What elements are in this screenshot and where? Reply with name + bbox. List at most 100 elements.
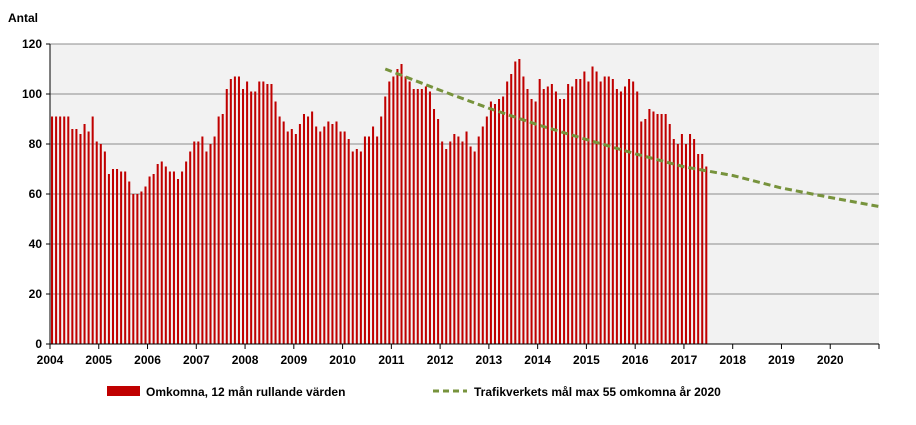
bar-148 — [652, 111, 655, 344]
bar-54 — [270, 84, 273, 344]
bar-1 — [55, 116, 58, 344]
bar-16 — [116, 169, 119, 344]
bar-155 — [680, 134, 683, 344]
x-tick-label-16: 2020 — [817, 353, 844, 367]
legend-bar-label: Omkomna, 12 mån rullande värden — [146, 385, 345, 399]
bar-145 — [640, 121, 643, 344]
x-tick-label-3: 2007 — [183, 353, 210, 367]
bar-48 — [246, 81, 249, 344]
x-tick-labels: 2004 2005 2006 2007 2008 2009 2010 2011 2012 2013… — [37, 344, 880, 367]
bar-130 — [579, 79, 582, 344]
bar-43 — [225, 89, 228, 344]
bar-156 — [684, 144, 687, 344]
bar-83 — [388, 81, 391, 344]
x-tick-label-9: 2013 — [476, 353, 503, 367]
bar-47 — [242, 89, 245, 344]
x-tick-label-14: 2018 — [719, 353, 746, 367]
bar-15 — [111, 169, 115, 344]
bar-106 — [481, 126, 484, 344]
bar-2 — [59, 116, 62, 344]
bar-141 — [624, 86, 627, 344]
bar-85 — [396, 69, 399, 344]
bar-79 — [372, 126, 375, 344]
bar-3 — [63, 116, 66, 344]
x-tick-label-4: 2008 — [232, 353, 259, 367]
bar-46 — [237, 76, 240, 344]
x-tick-label-15: 2019 — [768, 353, 795, 367]
bar-136 — [603, 76, 606, 344]
bar-129 — [575, 79, 578, 344]
bar-122 — [546, 86, 549, 344]
bar-102 — [465, 131, 468, 344]
bar-144 — [636, 91, 639, 344]
bar-133 — [591, 66, 594, 344]
bar-80 — [376, 136, 379, 344]
x-tick-label-8: 2012 — [427, 353, 454, 367]
bar-116 — [522, 76, 525, 344]
bar-39 — [209, 144, 212, 344]
bar-134 — [595, 71, 598, 344]
bar-52 — [262, 81, 265, 344]
bar-121 — [542, 89, 545, 344]
x-tick-label-7: 2011 — [378, 353, 404, 367]
bar-109 — [493, 104, 496, 344]
bar-92 — [424, 86, 427, 344]
bar-13 — [103, 151, 106, 344]
y-tick-label-5: 100 — [22, 87, 42, 101]
y-tick-label-0: 0 — [35, 337, 42, 351]
bar-25 — [152, 174, 155, 344]
y-tick-label-4: 80 — [29, 137, 43, 151]
bar-114 — [514, 61, 517, 344]
bar-103 — [469, 146, 472, 344]
bar-90 — [416, 89, 419, 344]
bar-91 — [420, 89, 423, 344]
bar-111 — [502, 96, 505, 344]
bar-78 — [367, 136, 371, 344]
bar-18 — [124, 171, 127, 344]
bar-96 — [441, 141, 444, 344]
bar-11 — [95, 141, 98, 344]
x-tick-label-11: 2015 — [573, 353, 600, 367]
bar-120 — [538, 79, 541, 344]
bar-9 — [87, 131, 90, 344]
bar-87 — [404, 76, 407, 344]
bar-36 — [197, 141, 200, 344]
bar-60 — [294, 134, 297, 344]
bar-61 — [298, 124, 301, 344]
bar-143 — [632, 81, 635, 344]
y-tick-label-3: 60 — [29, 187, 43, 201]
bar-31 — [176, 179, 180, 344]
bar-113 — [510, 74, 513, 344]
y-axis-title: Antal — [8, 11, 38, 25]
bar-86 — [400, 64, 403, 344]
bar-17 — [120, 171, 123, 344]
bar-62 — [302, 114, 305, 344]
bar-140 — [619, 91, 622, 344]
bar-152 — [668, 124, 671, 344]
bar-159 — [697, 154, 700, 344]
bar-98 — [449, 141, 452, 344]
bar-57 — [282, 121, 285, 344]
y-tick-label-2: 40 — [29, 237, 43, 251]
bar-82 — [384, 96, 387, 344]
bar-66 — [319, 131, 322, 344]
bar-35 — [193, 141, 196, 344]
bar-27 — [160, 161, 163, 344]
x-tick-label-6: 2010 — [329, 353, 356, 367]
bar-84 — [392, 76, 395, 344]
bar-64 — [311, 111, 314, 344]
bar-146 — [644, 119, 647, 344]
bar-138 — [611, 79, 614, 344]
bar-128 — [571, 86, 574, 344]
bar-107 — [485, 116, 488, 344]
bar-149 — [656, 114, 659, 344]
target-line — [384, 67, 880, 208]
bar-38 — [205, 151, 208, 344]
bar-76 — [359, 151, 362, 344]
bar-23 — [144, 186, 147, 344]
bar-56 — [278, 116, 281, 344]
bar-44 — [229, 79, 232, 344]
bar-112 — [506, 81, 509, 344]
bar-161 — [705, 166, 708, 344]
bar-10 — [91, 116, 94, 344]
